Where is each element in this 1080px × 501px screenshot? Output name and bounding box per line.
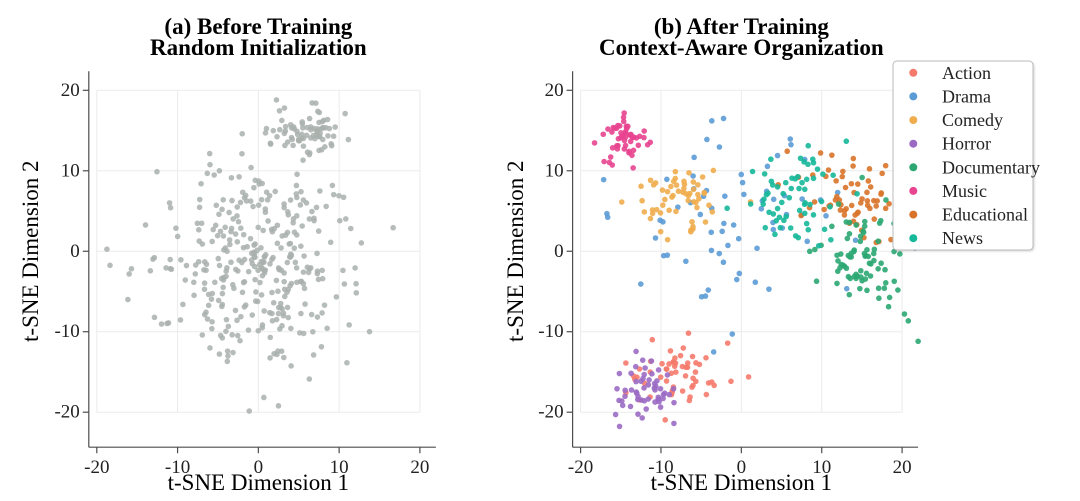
svg-text:Comedy: Comedy <box>942 110 1003 130</box>
svg-text:0: 0 <box>70 241 80 262</box>
svg-text:10: 10 <box>61 160 80 181</box>
svg-text:-20: -20 <box>568 457 593 478</box>
svg-text:20: 20 <box>410 457 429 478</box>
svg-text:0: 0 <box>554 241 564 262</box>
svg-text:Random Initialization: Random Initialization <box>150 35 367 60</box>
svg-text:20: 20 <box>545 80 564 101</box>
svg-text:Horror: Horror <box>942 134 991 154</box>
svg-text:Drama: Drama <box>942 86 991 106</box>
svg-text:-10: -10 <box>54 321 79 342</box>
svg-text:t-SNE Dimension 1: t-SNE Dimension 1 <box>168 470 349 495</box>
svg-text:Documentary: Documentary <box>942 157 1040 177</box>
svg-text:Action: Action <box>942 63 991 83</box>
svg-text:Music: Music <box>942 181 987 201</box>
svg-text:-10: -10 <box>538 321 563 342</box>
svg-text:t-SNE Dimension 1: t-SNE Dimension 1 <box>651 470 832 495</box>
svg-text:t-SNE Dimension 2: t-SNE Dimension 2 <box>503 161 528 342</box>
svg-text:Educational: Educational <box>942 205 1028 225</box>
svg-text:-20: -20 <box>54 402 79 423</box>
svg-text:20: 20 <box>61 80 80 101</box>
svg-text:t-SNE Dimension 2: t-SNE Dimension 2 <box>18 161 43 342</box>
svg-text:-20: -20 <box>84 457 109 478</box>
svg-text:10: 10 <box>545 160 564 181</box>
svg-text:20: 20 <box>893 457 912 478</box>
svg-text:News: News <box>942 228 983 248</box>
svg-text:-20: -20 <box>538 402 563 423</box>
svg-text:Context-Aware Organization: Context-Aware Organization <box>599 35 884 60</box>
